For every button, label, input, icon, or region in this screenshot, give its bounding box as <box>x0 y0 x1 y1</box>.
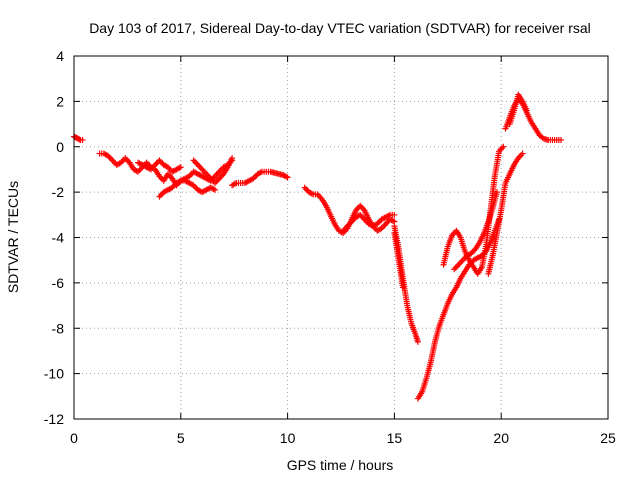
y-tick-label: -2 <box>52 184 65 200</box>
x-tick-label: 0 <box>70 430 78 446</box>
plot-frame <box>73 55 609 420</box>
series-segment-4 <box>156 177 218 200</box>
series-segment-14 <box>485 150 526 277</box>
y-tick-label: 0 <box>56 139 64 155</box>
data-point <box>177 164 184 171</box>
series-segment-1 <box>71 133 86 143</box>
data-point <box>229 155 236 162</box>
series-segment-12 <box>440 143 507 277</box>
series-segment-7 <box>301 184 398 236</box>
series-segment-6 <box>229 168 291 189</box>
data-point <box>399 284 406 291</box>
data-point <box>284 174 291 181</box>
data-point <box>493 189 500 196</box>
series-segment-13 <box>451 189 500 273</box>
y-tick-label: -6 <box>52 275 65 291</box>
series-segment-9 <box>391 223 421 345</box>
data-point <box>558 136 565 143</box>
series-segment-3 <box>135 157 184 175</box>
series-segment-16 <box>506 91 530 128</box>
data-point <box>500 143 507 150</box>
y-tick-label: -4 <box>52 230 65 246</box>
data-marks <box>71 91 565 402</box>
series-segment-5 <box>190 155 236 187</box>
y-tick-label: 4 <box>56 48 64 64</box>
chart-title: Day 103 of 2017, Sidereal Day-to-day VTE… <box>89 20 591 36</box>
data-point <box>523 107 530 114</box>
y-tick-label: -8 <box>52 320 65 336</box>
x-axis-label: GPS time / hours <box>287 457 394 473</box>
series-segment-10 <box>391 229 406 291</box>
x-tick-label: 25 <box>600 430 616 446</box>
x-tick-label: 10 <box>280 430 296 446</box>
data-point <box>79 136 86 143</box>
series-segment-8 <box>340 211 398 234</box>
x-tick-label: 20 <box>493 430 509 446</box>
data-point <box>519 150 526 157</box>
y-axis-label: SDTVAR / TECUs <box>5 181 21 293</box>
y-tick-label: -10 <box>44 366 64 382</box>
data-point <box>414 338 421 345</box>
x-tick-label: 5 <box>177 430 185 446</box>
x-tick-label: 15 <box>387 430 403 446</box>
y-tick-label: -12 <box>44 411 64 427</box>
axis-tick-labels: 0 5 10 15 20 25 -12 -10 -8 -6 -4 -2 0 2 4 <box>44 48 616 446</box>
data-point <box>391 211 398 218</box>
y-tick-label: 2 <box>56 93 64 109</box>
data-point <box>211 186 218 193</box>
